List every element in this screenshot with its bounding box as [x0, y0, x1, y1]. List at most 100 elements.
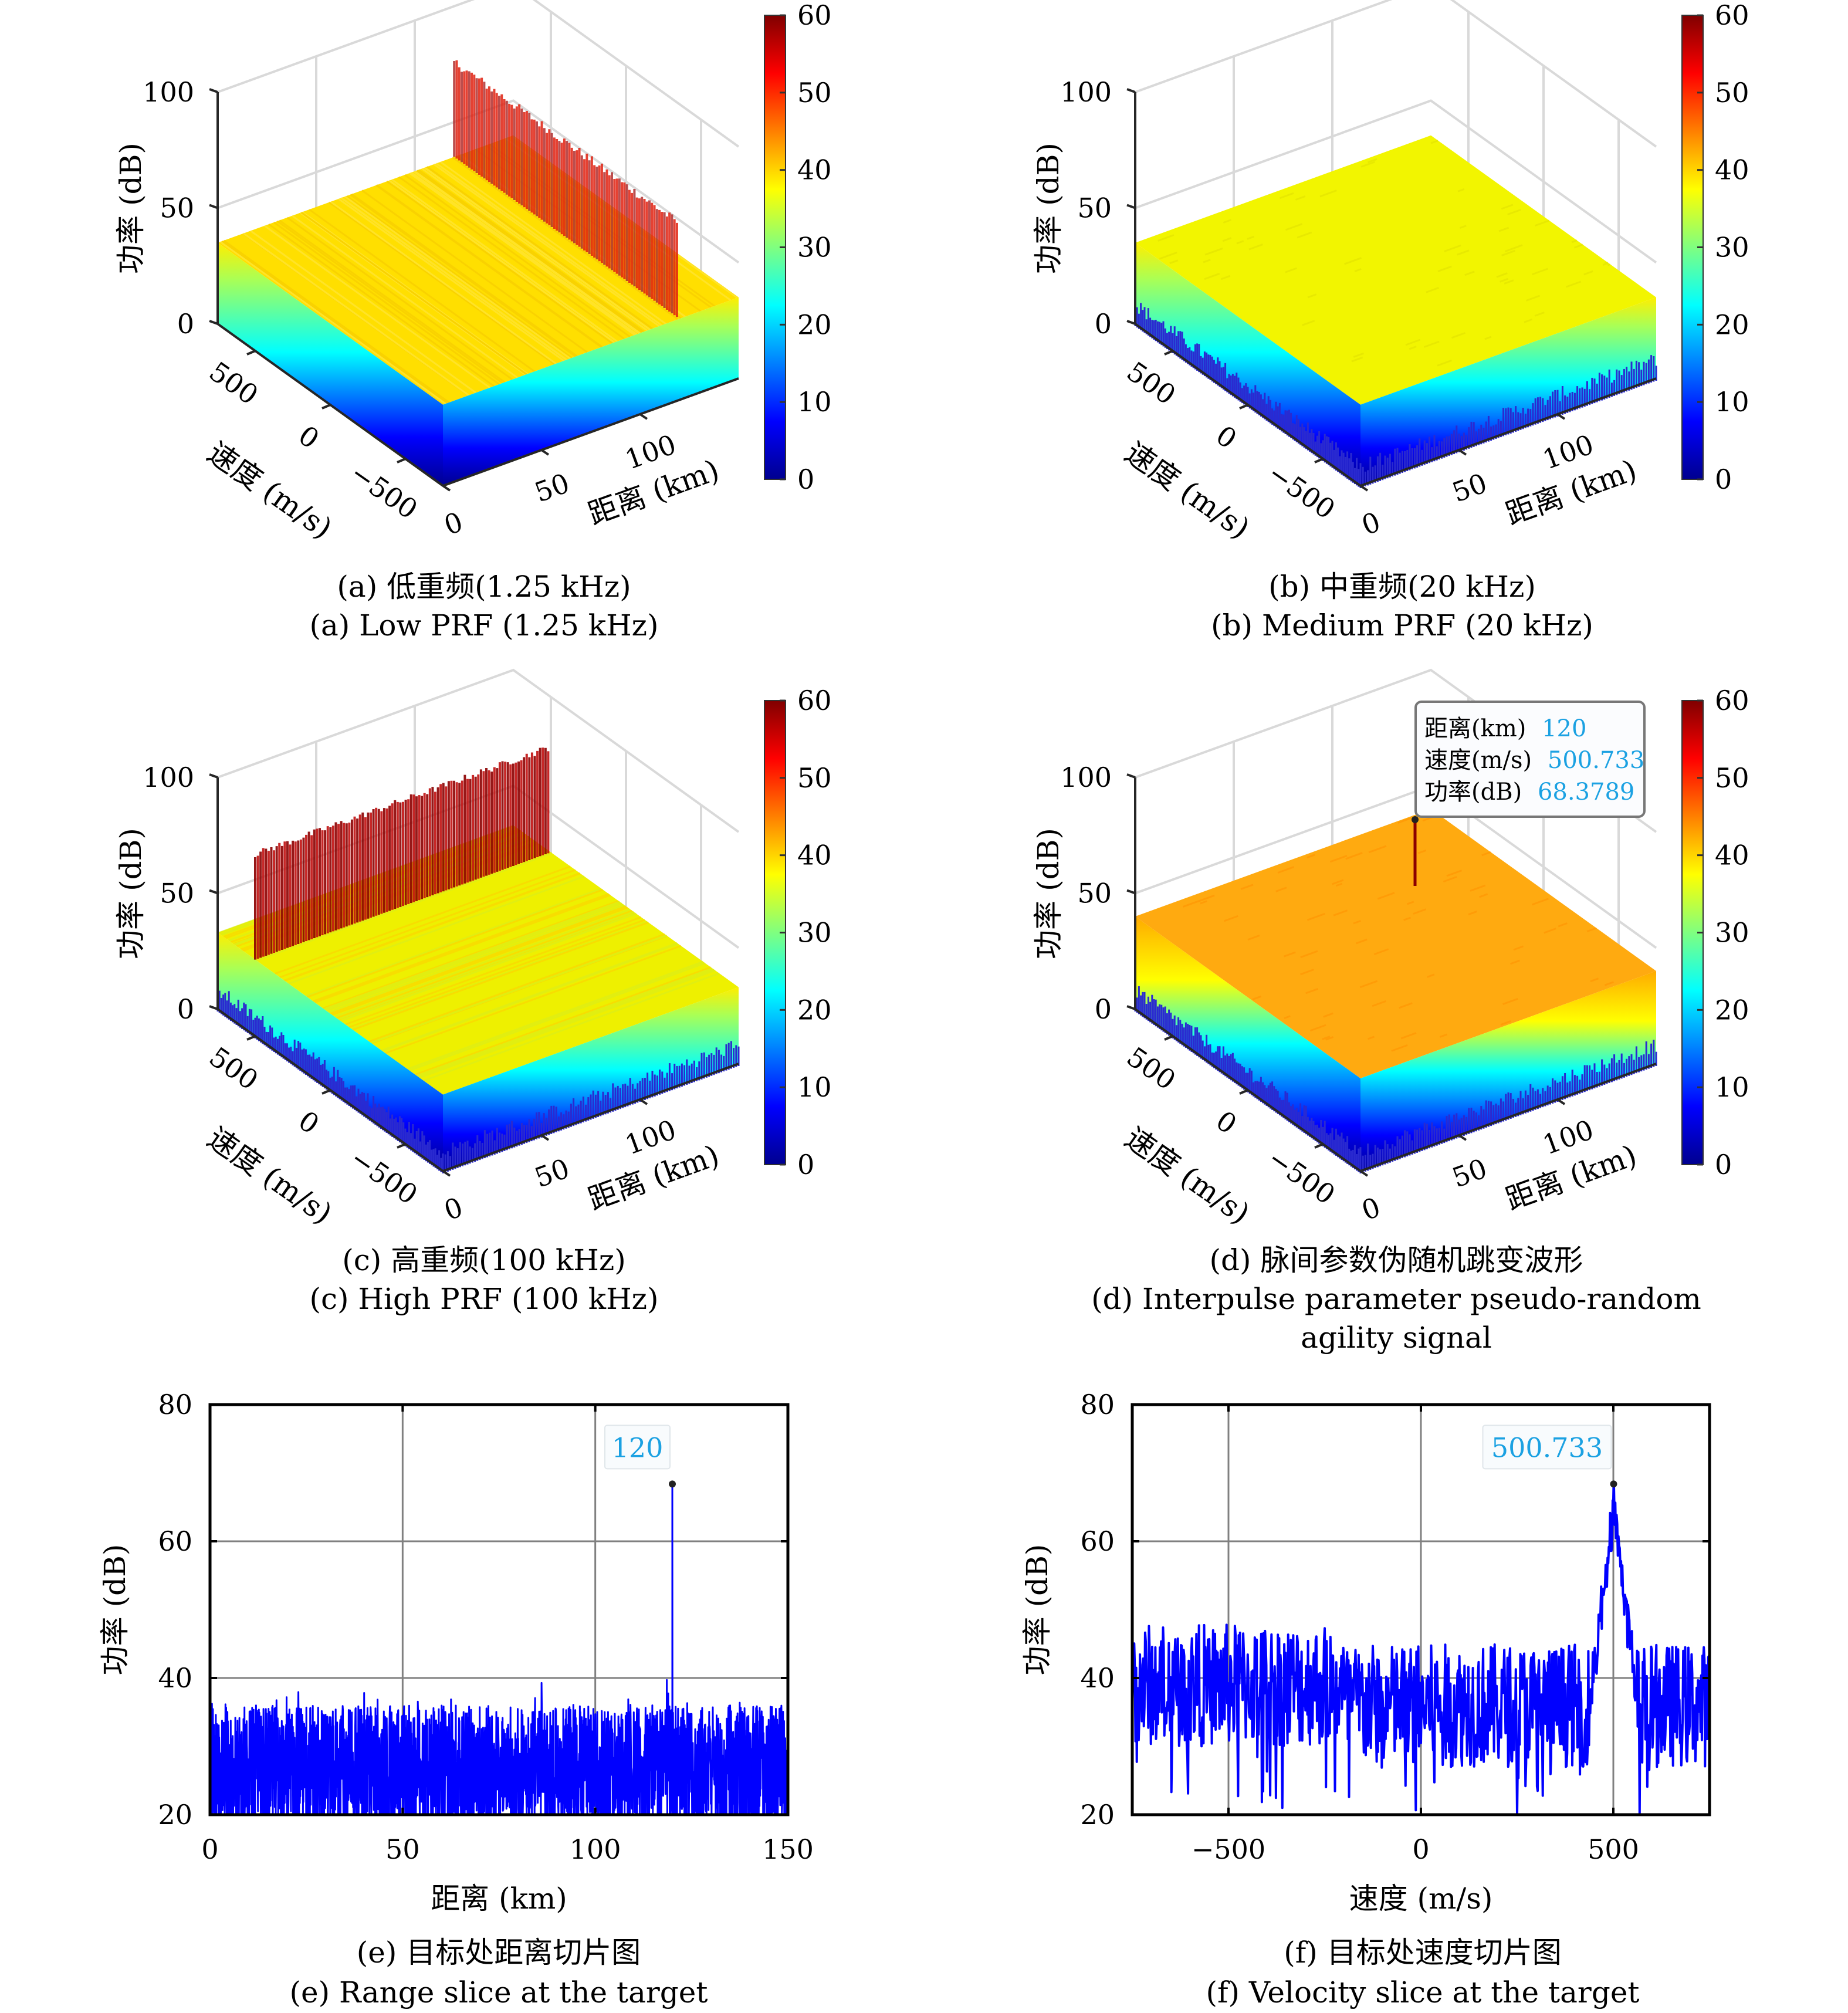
z-tick-label: 0 — [1095, 993, 1112, 1025]
surface-streak — [409, 962, 706, 1072]
surface-top — [1135, 809, 1656, 1078]
z-tick-label: 100 — [143, 76, 194, 108]
surface-streak — [346, 195, 573, 359]
range-tick — [540, 1134, 550, 1141]
surface-speckle — [1297, 231, 1312, 239]
surface-speckle — [1204, 272, 1220, 280]
velocity-tick — [397, 1143, 406, 1149]
surface-speckle — [1197, 894, 1215, 903]
surface-speckle — [1413, 908, 1427, 915]
range-tick-label: 0 — [1358, 1191, 1385, 1227]
surface-speckle — [1307, 854, 1315, 859]
surface-speckle — [1502, 997, 1518, 1006]
z-tick — [209, 88, 218, 93]
surface-speckle — [1224, 915, 1238, 922]
surface-streak — [243, 232, 469, 396]
surface-speckle — [1399, 1002, 1413, 1009]
annotation-box — [604, 1425, 671, 1470]
surface-speckle — [1283, 951, 1296, 958]
colorbar-tick-label: 40 — [797, 154, 832, 186]
surface-speckle — [1368, 845, 1387, 854]
annotation-text: 500.733 — [1491, 1432, 1603, 1463]
y-tick-label: 20 — [158, 1799, 192, 1831]
z-tick — [209, 204, 218, 209]
surface-streak — [223, 239, 450, 404]
surface-streak — [416, 967, 713, 1077]
surface-speckle — [1443, 876, 1457, 883]
surface-speckle — [1284, 1015, 1291, 1019]
range-tick — [1458, 449, 1467, 456]
surface-streak — [381, 942, 678, 1051]
velocity-tick-label: 0 — [293, 419, 325, 455]
y-tick-label: 60 — [158, 1525, 192, 1557]
velocity-tick-label: 0 — [1210, 1105, 1243, 1141]
velocity-tick — [321, 404, 331, 410]
surface-speckle — [1407, 901, 1414, 905]
colorbar-tick-label: 30 — [797, 232, 832, 263]
z-tick-label: 50 — [1077, 878, 1112, 909]
colorbar-tick-label: 30 — [797, 917, 832, 949]
surface-speckle — [1532, 268, 1548, 276]
surface-speckle — [1534, 312, 1545, 317]
surface-streak — [370, 935, 667, 1044]
surface-speckle — [1586, 927, 1597, 933]
surface-speckle — [1531, 898, 1549, 906]
surface-speckle — [1302, 320, 1315, 326]
surface-speckle — [1446, 870, 1463, 877]
colorbar-tick-label: 20 — [797, 994, 832, 1026]
surface-speckle — [1439, 1033, 1448, 1038]
datatip-power-label: 功率(dB) — [1424, 779, 1522, 806]
colorbar-tick-label: 10 — [797, 1071, 832, 1103]
surface-streak — [324, 901, 621, 1011]
velocity-tick-label: 0 — [293, 1105, 325, 1141]
surface-speckle — [1200, 900, 1207, 905]
velocity-tick — [1314, 458, 1324, 464]
range-tick-label: 50 — [1448, 1152, 1491, 1194]
surface-speckle — [1590, 977, 1599, 983]
svg-text:速度(m/s) 500.733: 速度(m/s) 500.733 — [1424, 747, 1644, 774]
surface-speckle — [1400, 1032, 1417, 1040]
caption-c-cn: (c) 高重频(100 kHz) — [342, 1243, 626, 1277]
surface-streak — [382, 943, 679, 1052]
surface-streak — [336, 909, 633, 1019]
caption-e-en: (e) Range slice at the target — [290, 1975, 708, 2009]
z-tick-label: 100 — [1060, 762, 1112, 793]
surface-speckle — [1353, 352, 1365, 358]
velocity-tick-label: 500 — [1121, 1041, 1182, 1097]
surface-streak — [340, 197, 567, 361]
z-tick-label: 50 — [160, 192, 194, 224]
surface-streak — [219, 241, 446, 405]
caption-b-en: (b) Medium PRF (20 kHz) — [1211, 608, 1593, 642]
target-spikes — [453, 60, 678, 317]
surface-speckle — [1252, 995, 1262, 1000]
y-tick-label: 80 — [1080, 1389, 1115, 1420]
surface-streak — [313, 893, 610, 1002]
velocity-axis-label: 速度 (m/s) — [1119, 1121, 1256, 1231]
surface-speckle — [1307, 912, 1326, 921]
surface-streak — [348, 919, 645, 1029]
surface-streak — [416, 170, 643, 333]
range-tick-label: 50 — [1448, 467, 1491, 509]
surface-speckle — [1354, 268, 1362, 272]
annotation-text: 120 — [612, 1432, 664, 1463]
colorbar-tick-label: 0 — [1715, 1149, 1732, 1180]
velocity-tick — [1164, 350, 1173, 356]
colorbar-tick-label: 50 — [1715, 77, 1749, 109]
surface-speckle — [1565, 280, 1582, 288]
x-tick-label: 50 — [385, 1833, 420, 1865]
velocity-tick — [1164, 1035, 1173, 1041]
surface-speckle — [1305, 987, 1319, 994]
surface-speckle — [1403, 916, 1411, 921]
surface-speckle — [1377, 892, 1395, 900]
caption-d-cn: (d) 脉间参数伪随机跳变波形 — [1210, 1243, 1583, 1277]
caption-c-en: (c) High PRF (100 kHz) — [309, 1282, 658, 1316]
colorbar-tick-label: 40 — [797, 840, 832, 871]
surface-speckle — [1571, 239, 1578, 243]
surface-streak — [268, 223, 495, 387]
surface-top — [1135, 135, 1656, 405]
z-tick-label: 0 — [177, 993, 194, 1025]
surface-speckle — [1277, 866, 1295, 874]
datatip-range-label: 距离(km) — [1424, 715, 1526, 742]
range-tick — [1458, 1134, 1467, 1141]
